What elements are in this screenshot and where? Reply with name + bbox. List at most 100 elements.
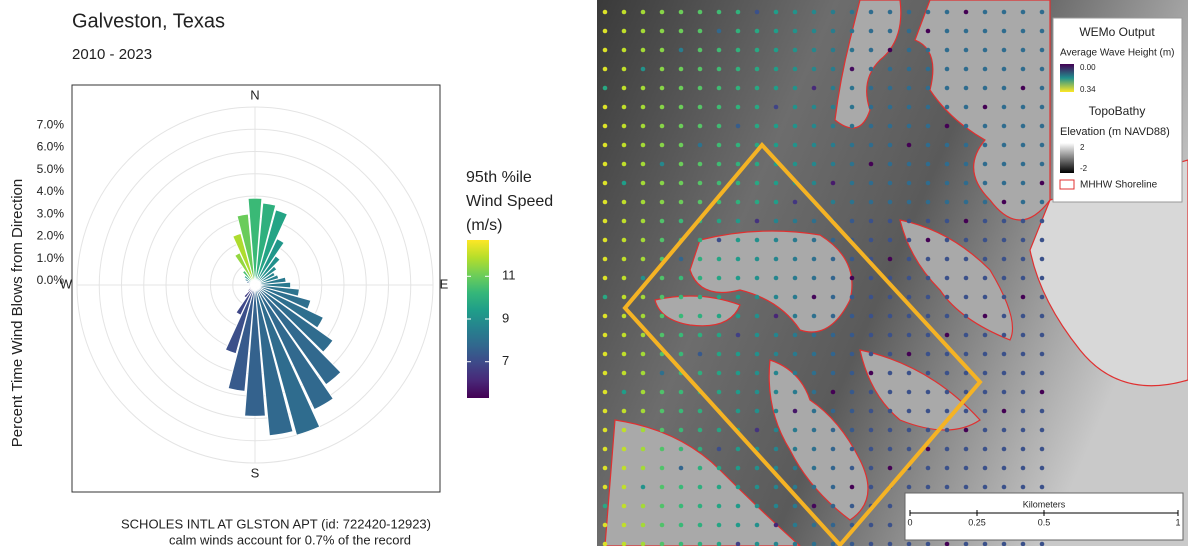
wave-point [603, 409, 608, 414]
wave-point [850, 295, 855, 300]
wave-point [755, 124, 760, 129]
wave-point [622, 409, 627, 414]
wave-point [850, 276, 855, 281]
wave-point [717, 390, 722, 395]
wave-point [679, 409, 684, 414]
wave-point [660, 409, 665, 414]
wave-point [622, 428, 627, 433]
wave-point [983, 219, 988, 224]
wave-point [641, 390, 646, 395]
wave-point [907, 181, 912, 186]
wave-point [755, 219, 760, 224]
wave-point [945, 428, 950, 433]
wave-point [679, 67, 684, 72]
wave-point [888, 10, 893, 15]
wave-point [888, 523, 893, 528]
wave-point [603, 67, 608, 72]
wave-point [1040, 162, 1045, 167]
wave-point [660, 314, 665, 319]
wave-point [812, 485, 817, 490]
wave-point [679, 428, 684, 433]
wave-point [774, 48, 779, 53]
wave-point [622, 257, 627, 262]
wave-point [622, 48, 627, 53]
wave-point [717, 143, 722, 148]
wave-point [926, 352, 931, 357]
wave-point [755, 409, 760, 414]
wave-point [888, 219, 893, 224]
wave-point [1040, 352, 1045, 357]
wave-point [869, 143, 874, 148]
wave-point [774, 352, 779, 357]
wave-point [717, 485, 722, 490]
wave-point [660, 105, 665, 110]
wave-point [603, 428, 608, 433]
wave-point [945, 48, 950, 53]
wave-point [698, 504, 703, 509]
wave-point [812, 67, 817, 72]
wave-point [869, 200, 874, 205]
wave-point [869, 276, 874, 281]
wave-point [717, 10, 722, 15]
wave-point [1002, 466, 1007, 471]
wave-point [736, 219, 741, 224]
wave-point [755, 181, 760, 186]
wave-point [869, 409, 874, 414]
wave-point [641, 447, 646, 452]
wave-point [622, 333, 627, 338]
wave-point [679, 124, 684, 129]
wave-point [888, 371, 893, 376]
wave-point [869, 162, 874, 167]
wave-point [603, 124, 608, 129]
wave-point [736, 390, 741, 395]
y-tick-label: 3.0% [37, 206, 65, 220]
wave-point [755, 295, 760, 300]
wave-point [831, 29, 836, 34]
wave-point [660, 390, 665, 395]
wave-point [1040, 48, 1045, 53]
wave-point [622, 181, 627, 186]
colorbar-title: (m/s) [466, 217, 502, 234]
wave-point [831, 409, 836, 414]
wave-point [679, 485, 684, 490]
wave-point [660, 295, 665, 300]
wave-point [793, 276, 798, 281]
caption: calm winds account for 0.7% of the recor… [169, 532, 411, 546]
wave-point [736, 238, 741, 243]
wave-point [831, 295, 836, 300]
wave-point [1002, 333, 1007, 338]
caption: SCHOLES INTL AT GLSTON APT (id: 722420-1… [121, 516, 431, 531]
wave-point [907, 238, 912, 243]
wave-point [869, 390, 874, 395]
wave-point [641, 143, 646, 148]
wave-point [983, 314, 988, 319]
wave-point [679, 219, 684, 224]
wave-point [888, 29, 893, 34]
wave-point [736, 10, 741, 15]
legend-label: 2 [1080, 143, 1085, 152]
page: Galveston, Texas 2010 - 2023 Percent Tim… [0, 0, 1188, 546]
wave-point [793, 295, 798, 300]
wave-point [717, 447, 722, 452]
wave-point [812, 48, 817, 53]
wave-point [1021, 314, 1026, 319]
wave-point [831, 466, 836, 471]
wave-point [717, 333, 722, 338]
legend-title: WEMo Output [1079, 25, 1155, 39]
wave-point [983, 162, 988, 167]
wave-point [774, 86, 779, 91]
wave-point [755, 333, 760, 338]
wave-point [736, 105, 741, 110]
wave-point [812, 523, 817, 528]
wave-point [831, 390, 836, 395]
wave-point [926, 371, 931, 376]
wave-point [945, 314, 950, 319]
wave-point [717, 504, 722, 509]
wave-point [641, 181, 646, 186]
wave-point [888, 504, 893, 509]
wave-point [622, 295, 627, 300]
wave-point [1002, 143, 1007, 148]
wave-point [736, 466, 741, 471]
wave-point [1002, 86, 1007, 91]
wave-point [1021, 181, 1026, 186]
